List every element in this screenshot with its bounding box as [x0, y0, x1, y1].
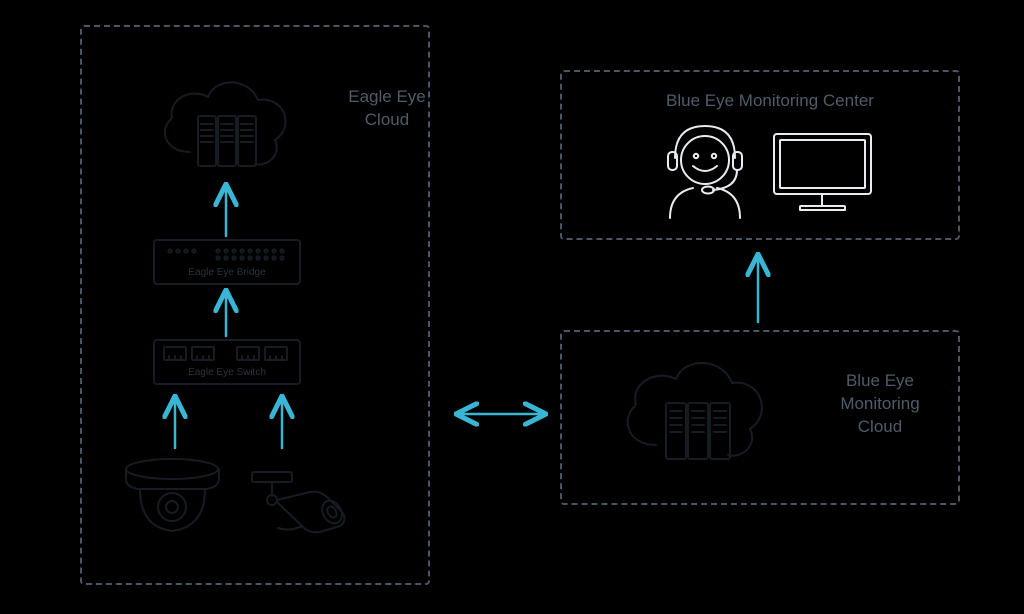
- label-monitoring-cloud: Blue Eye Monitoring Cloud: [800, 370, 960, 439]
- switch-device-icon: Eagle Eye Switch: [152, 338, 302, 386]
- cloud-servers-icon: [612, 353, 777, 473]
- bullet-camera-icon: [250, 470, 355, 540]
- bridge-device-label: Eagle Eye Bridge: [188, 267, 266, 278]
- switch-device-label: Eagle Eye Switch: [188, 367, 266, 378]
- monitor-icon: [770, 130, 875, 215]
- cloud-servers-icon: [150, 72, 300, 177]
- label-eagle-eye-cloud: Eagle Eye Cloud: [297, 86, 477, 132]
- dome-camera-icon: [120, 455, 225, 540]
- bridge-device-icon: Eagle Eye Bridge: [152, 238, 302, 286]
- label-monitoring-center: Blue Eye Monitoring Center: [640, 90, 900, 113]
- operator-headset-icon: [655, 118, 755, 223]
